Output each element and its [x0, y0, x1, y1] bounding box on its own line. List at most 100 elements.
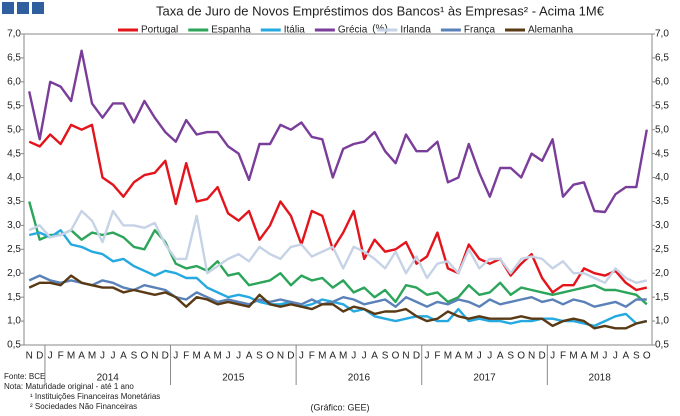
y-tick-label: 6,0 — [7, 76, 21, 87]
x-tick-label: M — [465, 351, 473, 362]
x-tick-label: J — [236, 351, 241, 362]
x-tick-label: J — [362, 351, 367, 362]
legend-label: Portugal — [141, 25, 178, 36]
y-tick-label: 2,0 — [7, 268, 21, 279]
x-tick-label: J — [424, 351, 429, 362]
x-tick-label: S — [382, 351, 389, 362]
x-tick-label: N — [402, 351, 409, 362]
x-tick-label: A — [371, 351, 378, 362]
y2-tick-label: 1,5 — [655, 292, 669, 303]
x-tick-label: M — [88, 351, 96, 362]
logo-square — [2, 2, 14, 14]
x-tick-label: D — [287, 351, 294, 362]
x-tick-label: A — [455, 351, 462, 362]
x-tick-label: M — [67, 351, 75, 362]
y2-tick-label: 0,5 — [655, 340, 669, 351]
x-tick-label: M — [444, 351, 452, 362]
series-line — [28, 201, 648, 306]
legend-label: Alemanha — [528, 25, 573, 36]
series-line — [28, 209, 648, 284]
x-tick-label: S — [633, 351, 640, 362]
y-tick-label: 5,5 — [7, 100, 21, 111]
year-label: 2015 — [222, 373, 245, 384]
x-tick-label: N — [528, 351, 535, 362]
y-tick-label: 4,0 — [7, 172, 21, 183]
x-tick-label: A — [581, 351, 588, 362]
x-tick-label: S — [131, 351, 138, 362]
x-tick-label: J — [226, 351, 231, 362]
x-tick-label: A — [622, 351, 629, 362]
x-tick-label: M — [339, 351, 347, 362]
x-tick-label: O — [140, 351, 148, 362]
legend-label: França — [464, 25, 496, 36]
year-label: 2018 — [589, 373, 612, 384]
y2-tick-label: 5,5 — [655, 100, 669, 111]
x-tick-label: F — [183, 351, 189, 362]
y-tick-label: 2,5 — [7, 244, 21, 255]
x-tick-label: J — [351, 351, 356, 362]
x-tick-label: N — [151, 351, 158, 362]
legend-label: Espanha — [211, 25, 251, 36]
y-tick-label: 4,5 — [7, 148, 21, 159]
x-tick-label: A — [329, 351, 336, 362]
y2-tick-label: 5,0 — [655, 124, 669, 135]
x-tick-label: J — [477, 351, 482, 362]
year-label: 2016 — [348, 373, 371, 384]
x-tick-label: M — [569, 351, 577, 362]
x-tick-label: J — [48, 351, 53, 362]
series-line — [28, 49, 648, 214]
y2-tick-label: 1,0 — [655, 316, 669, 327]
x-tick-label: A — [204, 351, 211, 362]
year-label: 2017 — [473, 373, 496, 384]
x-tick-label: A — [120, 351, 127, 362]
x-tick-label: S — [507, 351, 514, 362]
x-tick-label: J — [550, 351, 555, 362]
y2-tick-label: 6,5 — [655, 53, 669, 64]
chart-title: Taxa de Juro de Novos Empréstimos dos Ba… — [156, 3, 605, 18]
x-tick-label: D — [538, 351, 545, 362]
series-line — [28, 123, 648, 294]
y2-tick-label: 4,0 — [655, 172, 669, 183]
credit: (Gráfico: GEE) — [310, 402, 369, 412]
x-tick-label: J — [602, 351, 607, 362]
y2-tick-label: 2,0 — [655, 268, 669, 279]
plot-frame — [23, 33, 653, 346]
note: Fonte: BCE — [4, 372, 45, 381]
series-line — [28, 274, 648, 330]
y2-tick-label: 6,0 — [655, 76, 669, 87]
x-tick-label: M — [590, 351, 598, 362]
x-tick-label: D — [162, 351, 169, 362]
y-tick-label: 7,0 — [7, 29, 21, 40]
year-label: 2014 — [97, 373, 120, 384]
y-tick-label: 1,0 — [7, 316, 21, 327]
x-tick-label: O — [266, 351, 274, 362]
x-tick-label: J — [613, 351, 618, 362]
logo-square — [17, 2, 29, 14]
x-tick-label: A — [78, 351, 85, 362]
x-tick-label: D — [413, 351, 420, 362]
legend-label: Irlanda — [400, 25, 431, 36]
y2-tick-label: 3,0 — [655, 220, 669, 231]
y-tick-label: 0,5 — [7, 340, 21, 351]
x-tick-label: A — [246, 351, 253, 362]
y2-tick-label: 4,5 — [655, 148, 669, 159]
x-tick-label: O — [643, 351, 651, 362]
x-tick-label: N — [277, 351, 284, 362]
x-tick-label: J — [487, 351, 492, 362]
x-tick-label: O — [517, 351, 525, 362]
x-tick-label: F — [560, 351, 566, 362]
x-tick-label: M — [213, 351, 221, 362]
y2-tick-label: 3,5 — [655, 196, 669, 207]
y2-tick-label: 2,5 — [655, 244, 669, 255]
y-tick-label: 6,5 — [7, 53, 21, 64]
x-tick-label: S — [256, 351, 263, 362]
y-tick-label: 1,5 — [7, 292, 21, 303]
y-tick-label: 3,5 — [7, 196, 21, 207]
y-tick-label: 3,0 — [7, 220, 21, 231]
legend-label: Grécia — [338, 25, 368, 36]
y2-tick-label: 7,0 — [655, 29, 669, 40]
x-tick-label: J — [299, 351, 304, 362]
legend-label: Itália — [284, 25, 306, 36]
x-tick-label: J — [110, 351, 115, 362]
